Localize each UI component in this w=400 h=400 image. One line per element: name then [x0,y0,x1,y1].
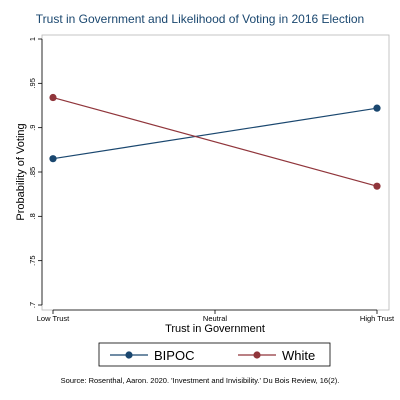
legend: BIPOC White [98,342,331,367]
data-point-white [49,93,57,102]
x-axis-title: Trust in Government [165,323,265,335]
x-axis-ticks: Low Trust Neutral High Trust [37,310,395,323]
chart-title: Trust in Government and Likelihood of Vo… [36,12,364,26]
legend-marker-white [253,351,261,359]
y-axis-ticks: .7 .75 .8 .85 .9 .95 1 [28,37,42,308]
y-tick-label: .9 [28,125,37,131]
y-axis-title: Probability of Voting [15,123,27,220]
source-note: Source: Rosenthal, Aaron. 2020. 'Investm… [61,376,340,385]
legend-label-bipoc: BIPOC [154,348,194,363]
legend-marker-bipoc [125,351,133,359]
x-tick-label: Neutral [203,314,228,323]
data-point-bipoc [373,104,381,112]
y-tick-label: 1 [28,37,37,41]
x-tick-label: High Trust [360,314,395,323]
y-tick-label: .8 [28,213,37,219]
data-point-bipoc [49,155,57,163]
x-tick-label: Low Trust [37,314,70,323]
legend-box [98,342,331,367]
series-layer [49,93,381,190]
data-point-white [373,182,381,190]
y-tick-label: .95 [28,78,37,88]
y-tick-label: .85 [28,167,37,177]
y-tick-label: .75 [28,255,37,265]
y-tick-label: .7 [28,302,37,308]
series-line-white [52,96,378,187]
legend-label-white: White [282,348,315,363]
series-line-bipoc [52,107,378,160]
